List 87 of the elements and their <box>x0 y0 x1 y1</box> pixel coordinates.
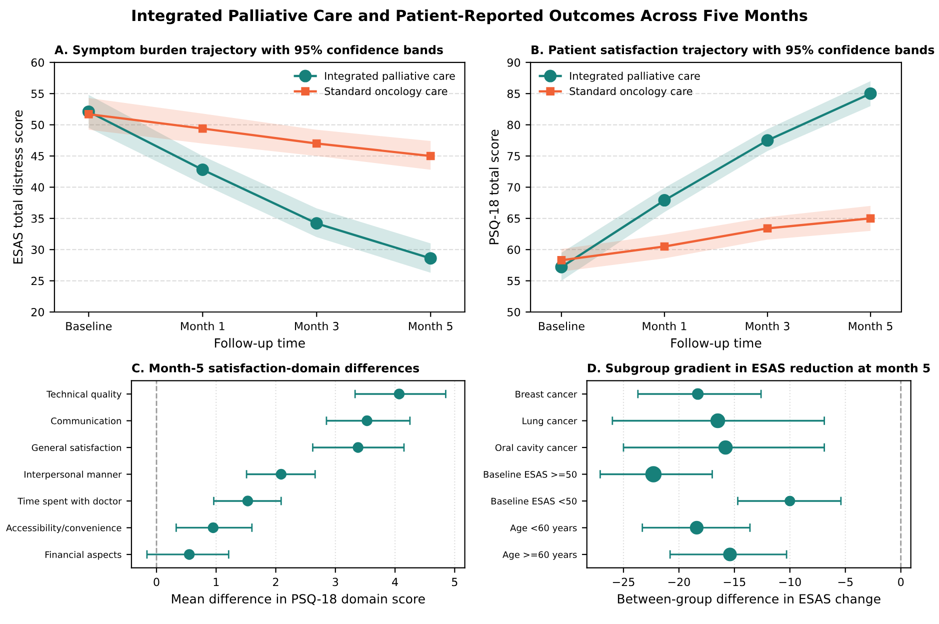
x-tick-label: −10 <box>779 578 801 586</box>
point <box>864 87 877 100</box>
x-tick-label: Month 1 <box>642 322 686 330</box>
y-tick-label: 35 <box>31 214 44 223</box>
x-tick-label: −15 <box>724 578 746 586</box>
point <box>352 442 364 453</box>
point <box>184 549 195 560</box>
y-tick-label: 20 <box>31 308 44 316</box>
point <box>242 496 254 506</box>
y-tick-label: General satisfaction <box>32 444 121 452</box>
point <box>276 468 286 480</box>
point <box>424 252 437 265</box>
y-tick-label: 85 <box>507 90 520 98</box>
y-tick-label: 80 <box>507 120 520 130</box>
y-tick-label: 60 <box>507 246 520 254</box>
x-tick-label: Month 3 <box>295 322 338 330</box>
y-tick-label: 70 <box>508 183 520 192</box>
legend-label: Integrated palliative care <box>325 72 455 82</box>
x-tick-label: Month 5 <box>848 322 892 330</box>
chart-title: A. Symptom burden trajectory with 95% confidence bands <box>54 45 443 57</box>
point <box>196 163 209 176</box>
y-tick-label: Accessibility/convenience <box>6 524 122 534</box>
legend-label: Standard oncology care <box>570 87 692 98</box>
point <box>866 214 875 223</box>
y-tick-label: 90 <box>507 58 520 67</box>
x-tick-label: 3 <box>332 578 338 586</box>
x-axis-title: Follow-up time <box>214 338 305 350</box>
point <box>394 388 405 400</box>
y-tick-label: 50 <box>31 120 44 130</box>
y-tick-label: Age >=60 years <box>502 551 577 560</box>
y-tick-label: Communication <box>51 417 121 424</box>
point <box>660 242 669 251</box>
y-tick-label: 75 <box>508 152 520 160</box>
x-tick-label: 0 <box>154 578 160 586</box>
y-tick-label: 55 <box>508 276 520 286</box>
x-tick-label: 5 <box>452 578 458 586</box>
x-tick-label: Baseline <box>66 322 112 330</box>
x-tick-label: Month 1 <box>181 322 224 330</box>
point <box>658 194 671 207</box>
point <box>198 124 207 133</box>
y-tick-label: 30 <box>31 246 44 254</box>
x-tick-label: 4 <box>392 578 398 586</box>
y-tick-label: 60 <box>31 58 44 67</box>
chart-title: B. Patient satisfaction trajectory with 95% confidence bands <box>532 45 934 57</box>
x-axis-title: Mean difference in PSQ-18 domain score <box>172 594 425 605</box>
x-tick-label: −5 <box>838 578 853 586</box>
chart-title: D. Subgroup gradient in ESAS reduction at month 5 <box>588 363 930 375</box>
y-tick-label: 45 <box>31 152 44 160</box>
x-tick-label: −25 <box>612 578 634 586</box>
y-tick-label: Oral cavity cancer <box>495 444 578 453</box>
point <box>426 152 435 160</box>
x-tick-label: Month 5 <box>408 322 452 330</box>
y-tick-label: Baseline ESAS <50 <box>491 498 577 505</box>
point <box>362 415 372 426</box>
x-tick-label: Month 3 <box>746 322 790 330</box>
y-tick-label: 55 <box>31 90 44 98</box>
point <box>763 224 772 233</box>
chart-title: C. Month-5 satisfaction-domain differences <box>132 363 420 372</box>
y-tick-label: Breast cancer <box>516 390 578 398</box>
y-tick-label: 25 <box>31 276 44 286</box>
text: Integrated Palliative Care and Patient-Reported Outcomes Across Five Months <box>132 9 808 24</box>
y-tick-label: Age <60 years <box>510 524 577 534</box>
x-axis-title: Follow-up time <box>671 338 762 350</box>
x-tick-label: 0 <box>898 578 904 586</box>
point <box>208 522 219 534</box>
legend-label: Integrated palliative care <box>570 72 700 82</box>
y-axis-title: ESAS total distress score <box>12 110 23 264</box>
y-tick-label: Lung cancer <box>522 418 578 426</box>
x-tick-label: 2 <box>273 578 278 586</box>
point <box>557 256 566 264</box>
y-tick-label: Interpersonal manner <box>24 470 122 480</box>
point <box>312 139 321 148</box>
y-tick-label: Technical quality <box>46 390 122 400</box>
legend-label: Standard oncology care <box>324 87 448 98</box>
x-tick-label: −20 <box>668 578 690 586</box>
y-tick-label: Time spent with doctor <box>18 498 122 506</box>
y-tick-label: Baseline ESAS >=50 <box>484 470 577 478</box>
x-tick-label: Baseline <box>538 322 584 330</box>
point <box>761 134 774 147</box>
y-axis-title: PSQ-18 total score <box>489 130 500 244</box>
y-tick-label: 50 <box>508 308 520 316</box>
x-tick-label: 1 <box>214 578 219 586</box>
y-tick-label: 65 <box>507 214 520 223</box>
x-axis-title: Between-group difference in ESAS change <box>618 594 880 606</box>
point <box>310 217 323 230</box>
y-tick-label: 40 <box>31 183 44 192</box>
y-tick-label: Financial aspects <box>45 551 122 560</box>
